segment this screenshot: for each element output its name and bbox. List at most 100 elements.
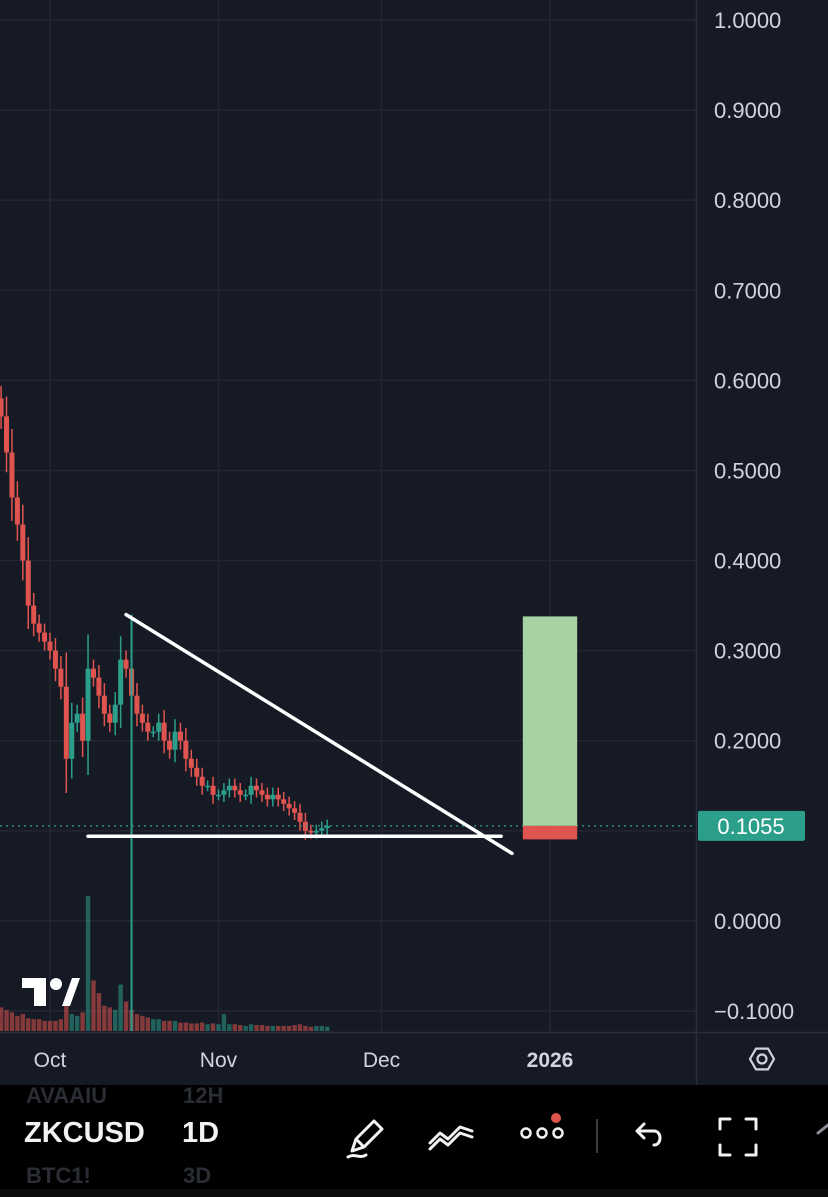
candle-body [270, 794, 276, 800]
candle-body [248, 785, 254, 795]
candle-body [302, 821, 308, 831]
volume-bar [199, 1022, 205, 1031]
volume-bar [85, 896, 91, 1031]
ghost-symbol-above: AVAAIU [26, 1083, 108, 1108]
candle-body [308, 830, 314, 833]
candles [0, 385, 330, 840]
volume-bar [324, 1026, 330, 1031]
volume-bar [194, 1023, 199, 1031]
volume-bar [265, 1025, 270, 1031]
candle-body [221, 790, 227, 795]
volume-bar [297, 1024, 303, 1031]
interval-button[interactable]: 1D [182, 1117, 220, 1149]
time-tick-label: Dec [363, 1049, 400, 1072]
volume-bar [4, 1009, 9, 1031]
home-indicator-strip [0, 1189, 828, 1197]
volume-bar [53, 1020, 58, 1031]
candle-body [90, 668, 96, 678]
candle-body [47, 641, 53, 651]
fullscreen-icon[interactable] [712, 1111, 764, 1163]
candle-body [243, 794, 249, 797]
candle-body [199, 776, 205, 786]
settings-hexagon [748, 1047, 776, 1071]
logo-t-shape [22, 978, 46, 1006]
candle-body [226, 785, 232, 791]
undo-icon[interactable] [624, 1111, 676, 1163]
volume-bars [0, 896, 330, 1031]
candle-body [107, 713, 113, 723]
time-tick-label: Nov [200, 1049, 238, 1072]
notification-dot [551, 1113, 561, 1123]
candle-body [74, 713, 80, 723]
volume-bar [281, 1025, 286, 1031]
candle-body [4, 416, 10, 453]
volume-bar [178, 1022, 183, 1031]
volume-bar [9, 1012, 15, 1031]
candle-body [188, 758, 194, 768]
candle-body [58, 668, 64, 687]
candle-body [194, 767, 200, 777]
candle-body [69, 722, 75, 759]
volume-bar [151, 1019, 156, 1031]
volume-bar [216, 1024, 221, 1031]
candle-body [134, 695, 140, 714]
volume-bar [74, 1015, 80, 1031]
volume-bar [47, 1020, 53, 1031]
volume-bar [303, 1025, 308, 1031]
price-tick-label: 0.8000 [714, 188, 781, 213]
price-tick-label: 0.6000 [714, 368, 781, 393]
candle-body [161, 722, 167, 741]
candle-body [36, 623, 42, 633]
profit-zone [522, 616, 578, 826]
price-chart[interactable]: 1.0000 0.9000 0.8000 0.7000 0.6000 0.5000 0.40… [0, 0, 828, 1085]
candle-body [237, 790, 243, 795]
volume-bar [308, 1026, 314, 1031]
candle-body [254, 785, 260, 791]
logo-dot [50, 978, 62, 990]
candle-body [324, 825, 330, 829]
volume-bar [156, 1019, 161, 1031]
more-options-icon[interactable] [516, 1111, 568, 1163]
ghost-interval-above: 12H [183, 1083, 224, 1108]
volume-bar [0, 1007, 4, 1031]
volume-bar [270, 1025, 276, 1031]
candle-body [20, 524, 26, 561]
volume-bar [319, 1025, 324, 1031]
candle-body [0, 398, 4, 417]
logo-slash [62, 978, 80, 1006]
candle-body [215, 794, 221, 797]
volume-bar [36, 1019, 42, 1031]
volume-bar [189, 1023, 194, 1031]
candle-body [25, 560, 31, 606]
price-tick-label: −0.1000 [714, 999, 794, 1024]
candle-body [292, 808, 298, 813]
trend-drawing-icon[interactable] [426, 1111, 478, 1163]
candle-body [183, 740, 189, 759]
volume-bar [172, 1020, 178, 1031]
volume-bar [238, 1025, 243, 1031]
last-price-badge [698, 810, 805, 841]
volume-bar [113, 1009, 118, 1031]
candle-body [232, 785, 238, 791]
chart-area[interactable]: 1.0000 0.9000 0.8000 0.7000 0.6000 0.5000 0.40… [0, 0, 828, 1085]
settings-icon[interactable] [748, 1047, 776, 1071]
volume-bar [292, 1025, 297, 1031]
candle-body [80, 713, 86, 741]
price-tick-label: 0.5000 [714, 458, 781, 483]
candle-body [118, 659, 124, 705]
volume-bar [254, 1025, 259, 1031]
volume-bar [91, 980, 96, 1031]
price-tick-label: 0.2000 [714, 729, 781, 754]
candle-body [14, 497, 20, 525]
price-tick-label: 0.0000 [714, 909, 781, 934]
candle-body [150, 731, 156, 734]
candle-body [156, 722, 162, 732]
candle-body [85, 668, 91, 741]
volume-bar [227, 1024, 232, 1031]
candle-body [52, 650, 58, 669]
symbol-button[interactable]: ZKCUSD [24, 1117, 145, 1149]
pen-icon[interactable] [340, 1111, 392, 1163]
candle-body [167, 740, 173, 750]
back-arrow-icon[interactable] [806, 1111, 828, 1163]
tradingview-logo [22, 978, 80, 1006]
